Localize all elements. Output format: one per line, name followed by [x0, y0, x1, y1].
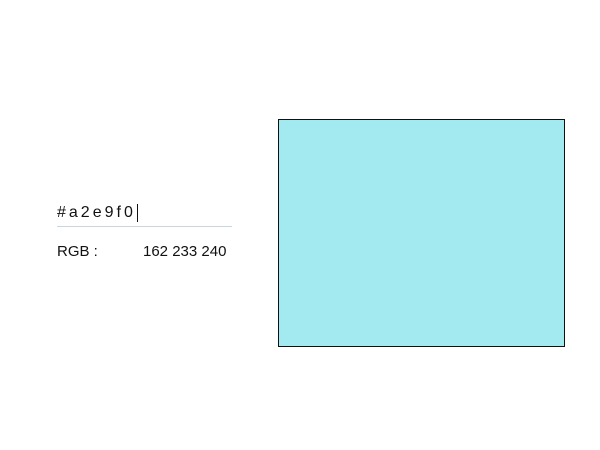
- rgb-readout: RGB : 162 233 240: [57, 243, 237, 263]
- rgb-label: RGB :: [57, 243, 98, 260]
- color-preview-swatch: [278, 119, 565, 347]
- rgb-value: 162 233 240: [143, 243, 227, 260]
- hex-color-input[interactable]: #a2e9f0: [57, 201, 232, 225]
- hex-color-value: #a2e9f0: [57, 204, 136, 221]
- text-caret: [136, 204, 138, 222]
- hex-color-input-field[interactable]: #a2e9f0: [57, 201, 232, 227]
